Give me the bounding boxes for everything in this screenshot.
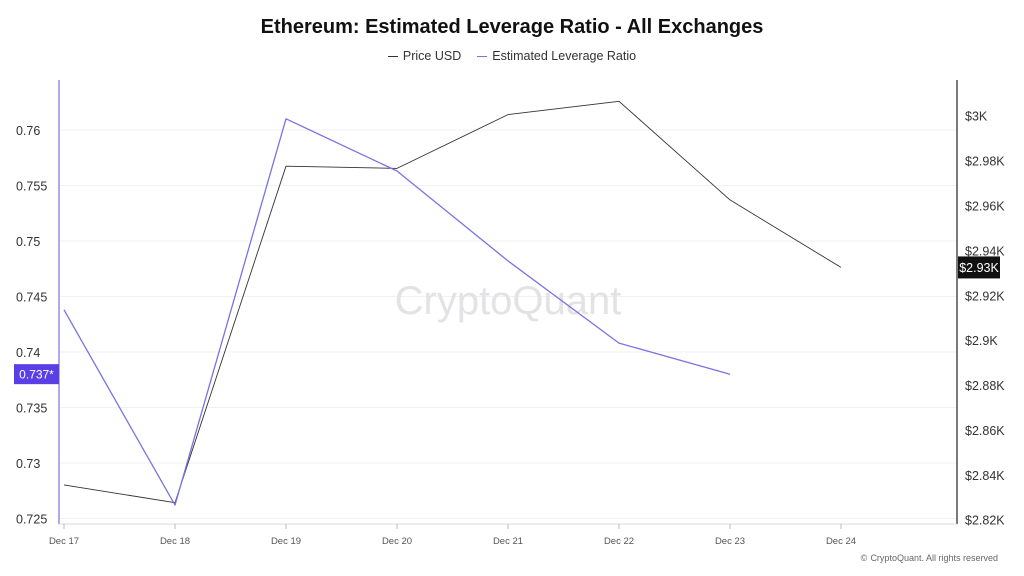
y-left-tick-label: 0.755 (16, 179, 47, 193)
x-tick-label: Dec 20 (382, 536, 412, 547)
copyright-icon: © (860, 553, 868, 563)
y-right-tick-label: $2.94K (965, 244, 1005, 258)
left-value-marker (14, 364, 59, 385)
y-right-tick-label: $2.9K (965, 334, 998, 348)
y-right-tick-label: $2.86K (965, 424, 1005, 438)
watermark: CryptoQuant (395, 279, 622, 323)
x-tick-label: Dec 24 (826, 536, 856, 547)
right-value-marker (958, 256, 1000, 279)
y-right-tick-label: $2.92K (965, 289, 1005, 303)
x-tick-label: Dec 18 (160, 536, 190, 547)
y-left-tick-label: 0.745 (16, 290, 47, 304)
legend-swatch-price-usd (387, 55, 398, 57)
right-value-marker-label: $2.93K (959, 261, 999, 275)
y-right-tick-label: $2.96K (965, 199, 1005, 213)
y-left-tick-label: 0.75 (16, 235, 40, 249)
legend-item-price-usd[interactable]: Price USD (387, 49, 462, 63)
y-right-tick-label: $2.98K (965, 155, 1005, 169)
legend-swatch-leverage-ratio (477, 55, 488, 57)
chart-title: Ethereum: Estimated Leverage Ratio - All… (260, 16, 764, 38)
y-left-tick-label: 0.73 (16, 457, 40, 471)
x-tick-label: Dec 22 (604, 536, 634, 547)
x-tick-label: Dec 21 (493, 536, 523, 547)
y-right-tick-label: $3K (965, 110, 988, 124)
left-value-marker-label: 0.737* (19, 368, 54, 382)
y-left-tick-label: 0.76 (16, 124, 40, 138)
y-right-tick-label: $2.84K (965, 469, 1005, 483)
copyright-credit: © CryptoQuant. All rights reserved (860, 553, 998, 563)
y-left-tick-label: 0.735 (16, 401, 47, 415)
y-left-tick-label: 0.74 (16, 346, 40, 360)
series-line-price-usd (63, 100, 842, 504)
legend-item-leverage-ratio[interactable]: Estimated Leverage Ratio (477, 49, 636, 63)
y-right-tick-label: $2.88K (965, 379, 1005, 393)
credit-text: CryptoQuant. All rights reserved (870, 553, 998, 563)
y-left-tick-label: 0.725 (16, 512, 47, 526)
y-right-tick-label: $2.82K (965, 514, 1005, 528)
x-tick-label: Dec 19 (271, 536, 301, 547)
x-tick-label: Dec 17 (49, 536, 79, 547)
series-line-leverage-ratio (63, 118, 731, 506)
legend-label-price-usd: Price USD (402, 49, 462, 63)
chart-legend: Price USD Estimated Leverage Ratio (0, 49, 1024, 63)
x-tick-label: Dec 23 (715, 536, 745, 547)
legend-label-leverage-ratio: Estimated Leverage Ratio (492, 49, 637, 63)
